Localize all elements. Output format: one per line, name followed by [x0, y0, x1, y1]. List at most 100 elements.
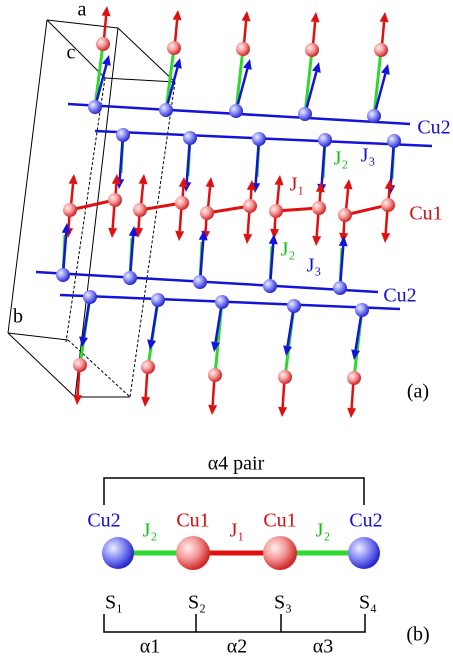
atom: [175, 196, 189, 210]
arrow-head: [269, 234, 278, 244]
pair-bracket: [104, 478, 364, 505]
arrow-head: [385, 179, 394, 189]
atom: [200, 206, 214, 220]
arrow-head: [339, 236, 348, 246]
arrow-head: [208, 405, 217, 415]
panel-b: α4 pair Cu2 Cu1 Cu1 Cu2 J₂ J₁ J₂ S₁ S₂ S…: [87, 453, 429, 658]
arrow-head: [69, 174, 78, 184]
arrow-head: [312, 236, 321, 246]
cell-edge: [8, 333, 75, 397]
arrow-head: [344, 179, 353, 189]
atom: [318, 133, 332, 147]
arrow-head: [175, 231, 184, 241]
site-label: Cu2: [417, 117, 450, 139]
panel-label: (a): [407, 381, 429, 403]
arrow-head: [278, 407, 287, 417]
atom: [208, 368, 222, 382]
pair-label: α4 pair: [208, 453, 265, 475]
atom: [176, 536, 210, 570]
arrow-head: [381, 64, 390, 75]
cell-edge: [105, 78, 175, 82]
atom: [374, 43, 388, 57]
atom: [355, 303, 369, 317]
spin-label: S₂: [188, 592, 206, 614]
cell-edge: [130, 82, 175, 397]
cell-edge: [47, 20, 118, 28]
distance-bracket: [104, 614, 365, 632]
atom: [183, 131, 197, 145]
atom: [367, 109, 381, 123]
arrow-head: [312, 62, 321, 73]
coupling-label: J₃: [361, 145, 376, 167]
spin-label: S₁: [105, 592, 123, 614]
arrow-head: [102, 55, 111, 66]
arrow-head: [243, 59, 252, 70]
cell-edge: [8, 20, 47, 333]
atom: [333, 281, 347, 295]
arrow-head: [311, 12, 320, 22]
atom: [348, 537, 380, 569]
arrow-head: [243, 234, 252, 244]
atom: [151, 293, 165, 307]
arrow-head: [73, 395, 82, 405]
site-label: Cu2: [383, 285, 416, 307]
atom: [63, 203, 77, 217]
atom: [141, 360, 155, 374]
distance-label: α1: [140, 636, 160, 658]
arrow-head: [173, 10, 182, 20]
site-label: Cu1: [409, 203, 442, 225]
spin-label: S₄: [359, 592, 377, 614]
atom: [96, 37, 110, 51]
atom: [387, 134, 401, 148]
arrow-head: [275, 175, 284, 185]
site-label: Cu2: [349, 510, 382, 532]
spin-label: S₃: [274, 592, 292, 614]
atom: [102, 537, 134, 569]
atom: [252, 132, 266, 146]
atom: [215, 295, 229, 309]
atom: [347, 371, 361, 385]
bond-label: J₁: [230, 520, 245, 542]
site-label: Cu1: [176, 510, 209, 532]
arrow-head: [108, 228, 117, 238]
atom: [269, 204, 283, 218]
atom: [263, 536, 297, 570]
arrow-head: [173, 58, 182, 69]
atom: [56, 268, 70, 282]
cell-edge: [118, 28, 175, 82]
atom: [167, 41, 181, 55]
cell-edge: [8, 333, 68, 340]
axis-label: c: [67, 42, 76, 64]
cell-edge: [47, 20, 105, 78]
coupling-label: J₂: [281, 239, 296, 261]
atom: [312, 201, 326, 215]
arrow-head: [206, 177, 215, 187]
atom: [83, 290, 97, 304]
distance-label: α3: [313, 636, 333, 658]
coupling-label: J₂: [334, 148, 349, 170]
arrow-head: [347, 408, 356, 418]
site-label: Cu2: [87, 510, 120, 532]
atom: [159, 103, 173, 117]
atom: [133, 203, 147, 217]
figure: a c b Cu2 J₂ J₃ J₁ Cu1 J₂ J₃ Cu2 (a) α4 …: [0, 0, 453, 658]
coupling-label: J₁: [290, 174, 305, 196]
bond-label: J₂: [143, 520, 158, 542]
atom: [73, 358, 87, 372]
axis-label: b: [13, 306, 23, 328]
atom: [193, 275, 207, 289]
atom: [338, 208, 352, 222]
arrow-head: [139, 174, 148, 184]
lattice: [8, 6, 432, 418]
chain-line: [60, 295, 400, 309]
atom: [263, 279, 277, 293]
atom: [278, 370, 292, 384]
axis-label: a: [78, 0, 87, 21]
atom: [287, 299, 301, 313]
arrow-head: [141, 397, 150, 407]
atom: [229, 104, 243, 118]
arrow-head: [102, 6, 111, 16]
atom: [108, 193, 122, 207]
arrow-head: [242, 11, 251, 21]
atom: [381, 198, 395, 212]
